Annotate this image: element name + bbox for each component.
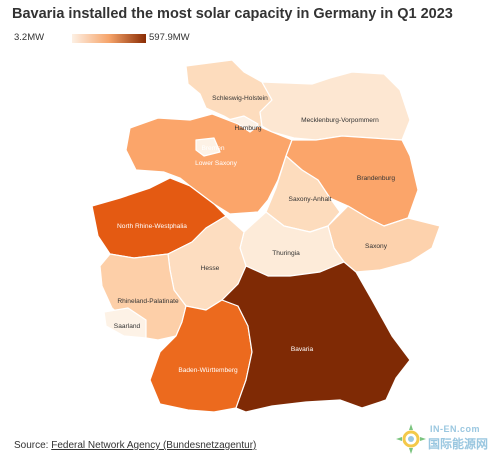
label-saxonyanhalt: Saxony-Anhalt	[289, 196, 332, 203]
label-hesse: Hesse	[201, 265, 220, 272]
region-bremen[interactable]	[195, 137, 221, 157]
chart-title: Bavaria installed the most solar capacit…	[12, 6, 453, 22]
legend-min-label: 3.2MW	[14, 32, 45, 43]
label-rhinelandpalatinate: Rhineland-Palatinate	[117, 298, 179, 305]
legend-gradient-bar	[72, 34, 146, 43]
watermark: IN-EN.com 国际能源网	[394, 418, 498, 458]
watermark-bottom-text: 国际能源网	[428, 437, 489, 451]
label-brandenburg: Brandenburg	[357, 175, 395, 182]
label-schleswig: Schleswig-Holstein	[212, 95, 268, 102]
source-note: Source: Federal Network Agency (Bundesne…	[14, 440, 256, 451]
region-bavaria[interactable]	[221, 261, 411, 413]
label-bavaria: Bavaria	[291, 346, 314, 353]
label-badenwurttemberg: Baden-Württemberg	[178, 367, 238, 374]
label-hamburg: Hamburg	[234, 125, 261, 132]
label-mecklenburg: Mecklenburg-Vorpommern	[301, 117, 379, 124]
region-saarland[interactable]	[103, 307, 147, 339]
region-mecklenburg[interactable]	[259, 71, 411, 141]
watermark-logo-icon	[396, 424, 426, 454]
label-saarland: Saarland	[114, 323, 141, 330]
label-nrw: North Rhine-Westphalia	[117, 223, 187, 230]
label-thuringia: Thuringia	[272, 250, 300, 257]
label-saxony: Saxony	[365, 243, 388, 250]
legend-max-label: 597.9MW	[149, 32, 190, 43]
source-link[interactable]: Federal Network Agency (Bundesnetzagentu…	[51, 440, 257, 451]
label-lowersaxony: Lower Saxony	[195, 160, 237, 167]
label-bremen: Bremen	[201, 145, 224, 152]
source-prefix: Source:	[14, 440, 52, 451]
watermark-top-text: IN-EN.com	[430, 424, 481, 434]
color-legend: 3.2MW 597.9MW	[14, 32, 204, 46]
